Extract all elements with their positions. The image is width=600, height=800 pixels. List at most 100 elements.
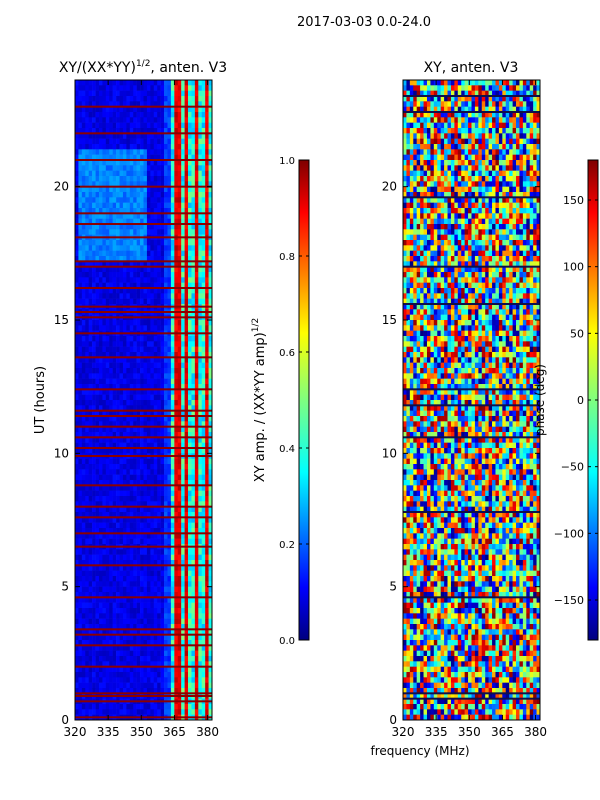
amplitude-heatmap-cell <box>140 501 144 507</box>
amplitude-heatmap-cell <box>75 517 79 523</box>
amplitude-heatmap-cell <box>164 538 168 545</box>
amplitude-heatmap-cell <box>184 261 189 267</box>
amplitude-heatmap-cell <box>201 394 206 401</box>
amplitude-heatmap-cell <box>140 176 144 182</box>
amplitude-heatmap-cell <box>170 469 175 475</box>
amplitude-heatmap-cell <box>116 469 120 475</box>
amplitude-heatmap-cell <box>150 197 155 203</box>
amplitude-heatmap-cell <box>198 346 203 353</box>
amplitude-heatmap-cell <box>201 192 206 198</box>
amplitude-heatmap-cell <box>122 464 127 470</box>
amplitude-ytick-label: 15 <box>54 313 69 327</box>
amplitude-heatmap-cell <box>205 362 209 369</box>
amplitude-heatmap-cell <box>167 485 172 491</box>
amplitude-heatmap-cell <box>208 592 212 598</box>
amplitude-heatmap-cell <box>126 592 131 598</box>
amplitude-heatmap-cell <box>98 512 103 518</box>
amplitude-heatmap-cell <box>129 245 134 251</box>
amplitude-heatmap-cell <box>119 352 124 358</box>
amplitude-heatmap-cell <box>129 645 134 651</box>
amplitude-heatmap-cell <box>150 133 155 139</box>
amplitude-heatmap-cell <box>198 597 203 603</box>
amplitude-heatmap-cell <box>188 384 192 390</box>
amplitude-heatmap-cell <box>201 634 206 641</box>
amplitude-heatmap-cell <box>170 197 175 203</box>
amplitude-heatmap-cell <box>102 368 107 374</box>
amplitude-heatmap-cell <box>170 682 175 689</box>
amplitude-heatmap-cell <box>122 560 127 566</box>
amplitude-heatmap-cell <box>126 288 131 294</box>
amplitude-heatmap-cell <box>150 656 155 662</box>
amplitude-heatmap-cell <box>201 181 206 187</box>
amplitude-heatmap-cell <box>205 218 209 225</box>
amplitude-heatmap-cell <box>109 554 113 561</box>
amplitude-heatmap-cell <box>95 656 100 662</box>
amplitude-heatmap-cell <box>146 133 151 139</box>
amplitude-heatmap-cell <box>188 506 192 513</box>
amplitude-heatmap-cell <box>78 570 83 577</box>
amplitude-heatmap-cell <box>146 538 151 545</box>
amplitude-heatmap-cell <box>164 181 168 187</box>
amplitude-heatmap-cell <box>75 202 79 209</box>
amplitude-heatmap-cell <box>98 666 103 673</box>
amplitude-heatmap-cell <box>105 261 110 267</box>
amplitude-heatmap-cell <box>205 224 209 230</box>
amplitude-heatmap-cell <box>112 613 117 619</box>
amplitude-heatmap-cell <box>188 170 192 177</box>
amplitude-heatmap-cell <box>116 224 120 230</box>
amplitude-heatmap-cell <box>191 634 196 641</box>
amplitude-heatmap-cell <box>164 373 168 379</box>
amplitude-heatmap-cell <box>188 117 192 123</box>
amplitude-heatmap-cell <box>105 416 110 422</box>
amplitude-heatmap-cell <box>143 474 148 481</box>
amplitude-heatmap-cell <box>105 560 110 566</box>
amplitude-heatmap-cell <box>198 634 203 641</box>
amplitude-heatmap-cell <box>153 336 158 342</box>
amplitude-heatmap-cell <box>140 112 144 118</box>
amplitude-heatmap-cell <box>85 501 89 507</box>
amplitude-heatmap-cell <box>133 357 137 363</box>
amplitude-heatmap-cell <box>157 618 161 625</box>
amplitude-heatmap-cell <box>81 496 86 502</box>
amplitude-heatmap-cell <box>177 90 182 97</box>
amplitude-heatmap-cell <box>188 224 192 230</box>
amplitude-heatmap-cell <box>88 128 93 134</box>
amplitude-heatmap-cell <box>95 522 100 529</box>
amplitude-heatmap-cell <box>75 666 79 673</box>
amplitude-heatmap-cell <box>102 213 107 219</box>
amplitude-heatmap-cell <box>150 410 155 417</box>
amplitude-heatmap-cell <box>191 336 196 342</box>
amplitude-heatmap-cell <box>153 490 158 497</box>
amplitude-heatmap-cell <box>126 256 131 262</box>
amplitude-heatmap-cell <box>136 138 141 145</box>
amplitude-heatmap-cell <box>81 213 86 219</box>
amplitude-heatmap-cell <box>102 165 107 171</box>
amplitude-heatmap-cell <box>112 490 117 497</box>
amplitude-heatmap-cell <box>153 170 158 177</box>
amplitude-heatmap-cell <box>208 341 212 347</box>
amplitude-heatmap-cell <box>208 538 212 545</box>
amplitude-heatmap-cell <box>95 250 100 257</box>
amplitude-heatmap-cell <box>88 256 93 262</box>
amplitude-heatmap-cell <box>78 608 83 614</box>
amplitude-heatmap-cell <box>92 90 96 97</box>
amplitude-heatmap-cell <box>78 138 83 145</box>
amplitude-heatmap-cell <box>85 421 89 427</box>
amplitude-heatmap-cell <box>98 485 103 491</box>
amplitude-heatmap-cell <box>160 186 165 193</box>
amplitude-heatmap-cell <box>81 650 86 657</box>
amplitude-heatmap-cell <box>85 677 89 683</box>
amplitude-heatmap-cell <box>92 218 96 225</box>
amplitude-heatmap-cell <box>105 384 110 390</box>
amplitude-heatmap-cell <box>157 144 161 150</box>
amplitude-heatmap-cell <box>146 570 151 577</box>
amplitude-heatmap-cell <box>160 554 165 561</box>
amplitude-heatmap-cell <box>198 224 203 230</box>
amplitude-heatmap-cell <box>136 645 141 651</box>
amplitude-heatmap-cell <box>85 341 89 347</box>
amplitude-heatmap-cell <box>129 624 134 630</box>
amplitude-heatmap-cell <box>170 586 175 593</box>
amplitude-heatmap-cell <box>188 624 192 630</box>
amplitude-heatmap-cell <box>157 90 161 97</box>
